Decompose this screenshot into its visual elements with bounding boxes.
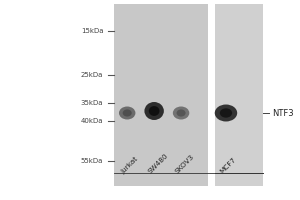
Text: 55kDa: 55kDa <box>81 158 103 164</box>
Bar <box>208 4 215 186</box>
Text: MCF7: MCF7 <box>219 157 237 175</box>
Ellipse shape <box>123 109 132 117</box>
Text: 35kDa: 35kDa <box>81 100 103 106</box>
Ellipse shape <box>149 106 160 116</box>
Ellipse shape <box>144 102 164 120</box>
Bar <box>114 4 208 186</box>
Ellipse shape <box>215 104 237 121</box>
Text: 40kDa: 40kDa <box>81 118 103 124</box>
Text: SKOV3: SKOV3 <box>174 154 195 175</box>
Bar <box>215 4 263 186</box>
Text: NTF3: NTF3 <box>272 108 294 117</box>
Ellipse shape <box>119 106 135 119</box>
Text: 15kDa: 15kDa <box>81 28 103 34</box>
Text: SW480: SW480 <box>147 153 169 175</box>
Text: 25kDa: 25kDa <box>81 72 103 78</box>
Ellipse shape <box>220 108 232 118</box>
Ellipse shape <box>176 109 186 117</box>
Ellipse shape <box>173 106 189 119</box>
Text: Jurkat: Jurkat <box>120 156 139 175</box>
